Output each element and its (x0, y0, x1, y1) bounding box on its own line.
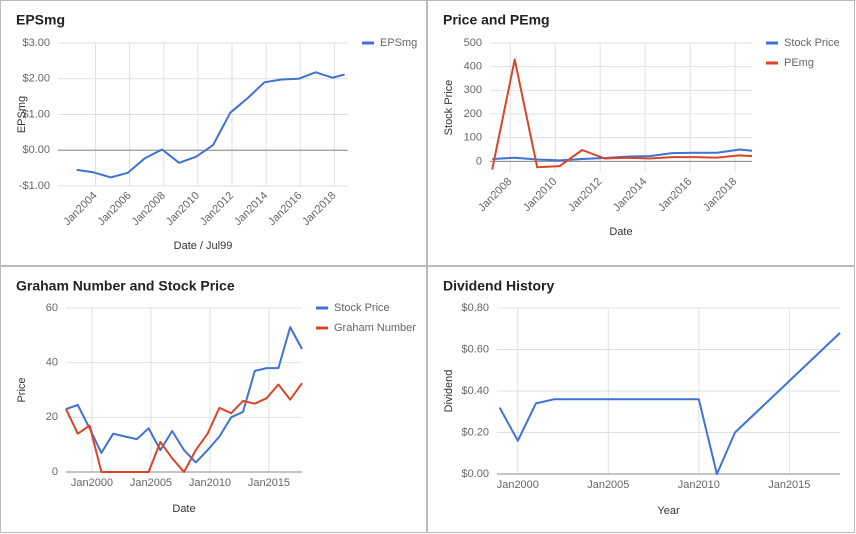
legend-label: Graham Number (334, 322, 416, 334)
x-tick-label: Jan2015 (768, 479, 810, 491)
legend-label: Stock Price (334, 302, 390, 314)
chart-title: Dividend History (443, 278, 554, 294)
y-tick-label: 20 (46, 411, 58, 423)
series-line (492, 148, 753, 162)
y-tick-label: 0 (476, 155, 482, 167)
chart-title: Price and PEmg (443, 12, 550, 28)
legend-label: PEmg (784, 57, 814, 69)
panel (0, 0, 427, 266)
x-axis-title: Date (609, 226, 632, 238)
y-tick-label: 100 (464, 132, 482, 144)
y-tick-label: $0.00 (461, 468, 489, 480)
x-axis-title: Year (657, 505, 680, 517)
y-tick-label: $0.80 (461, 302, 489, 314)
series-line (76, 71, 345, 179)
chart-title: Graham Number and Stock Price (16, 278, 235, 294)
y-tick-label: $0.60 (461, 343, 489, 355)
x-tick-label: Jan2010 (189, 477, 231, 489)
series-line (498, 332, 841, 475)
y-tick-label: $0.20 (461, 426, 489, 438)
legend-label: EPSmg (380, 37, 417, 49)
y-tick-label: 200 (464, 108, 482, 120)
y-tick-label: 60 (46, 302, 58, 314)
y-axis-title: EPSmg (16, 96, 28, 133)
y-tick-label: $3.00 (22, 37, 50, 49)
x-tick-label: Jan2000 (497, 479, 539, 491)
y-tick-label: 500 (464, 37, 482, 49)
y-tick-label: $1.00 (22, 108, 50, 120)
y-axis-title: Stock Price (443, 80, 455, 136)
x-tick-label: Jan2005 (130, 477, 172, 489)
chart-title: EPSmg (16, 12, 65, 28)
y-tick-label: -$1.00 (19, 180, 50, 192)
panel (0, 266, 427, 533)
x-axis-title: Date / Jul99 (174, 240, 233, 252)
legend-label: Stock Price (784, 37, 840, 49)
x-axis-title: Date (172, 503, 195, 515)
y-axis-title: Dividend (443, 370, 455, 413)
y-tick-label: $2.00 (22, 73, 50, 85)
series-line (65, 382, 303, 473)
x-tick-label: Jan2010 (678, 479, 720, 491)
y-tick-label: $0.00 (22, 144, 50, 156)
x-tick-label: Jan2015 (248, 477, 290, 489)
x-tick-label: Jan2000 (71, 477, 113, 489)
y-tick-label: 40 (46, 357, 58, 369)
x-tick-label: Jan2005 (587, 479, 629, 491)
series-line (65, 326, 303, 464)
y-axis-title: Price (16, 377, 28, 402)
y-tick-label: 400 (464, 61, 482, 73)
series-line (491, 58, 753, 170)
y-tick-label: 300 (464, 84, 482, 96)
y-tick-label: $0.40 (461, 385, 489, 397)
y-tick-label: 0 (52, 466, 58, 478)
